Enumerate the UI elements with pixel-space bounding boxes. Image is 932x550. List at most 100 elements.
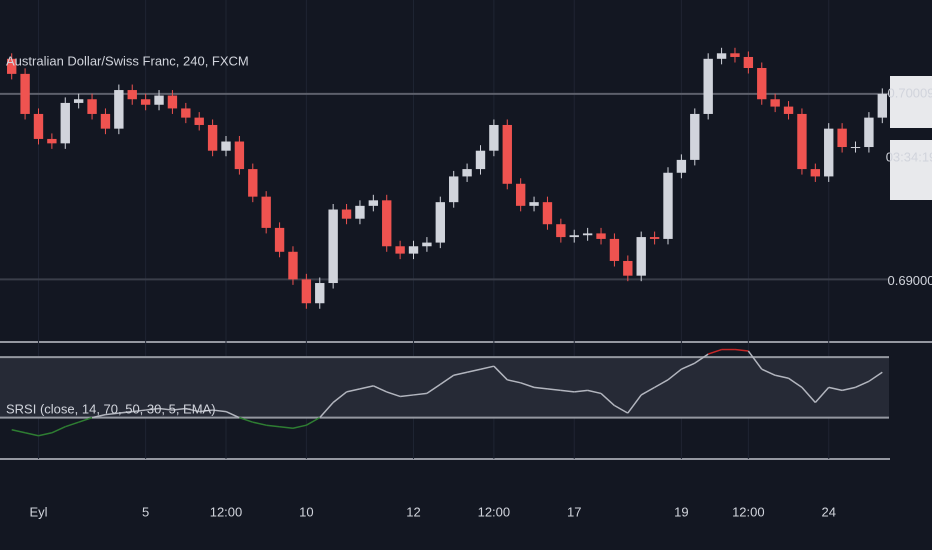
candle-body [582,233,593,236]
candle-body [382,200,392,247]
indicator-segment [239,416,254,423]
countdown: 03:34:19 [886,149,932,164]
candle-body [743,56,754,68]
candle-body [770,99,780,107]
indicator-segment [199,409,213,413]
indicator-segment [480,365,495,370]
candle-body [636,237,646,276]
x-tick-label: Eyl [29,504,47,519]
x-tick-label: 24 [821,504,835,519]
x-tick-label: 17 [567,504,581,519]
indicator-segment [305,416,321,426]
candle-body [663,172,673,239]
candle-body [234,141,245,170]
indicator-segment [185,407,200,413]
indicator-segment [520,382,535,389]
x-tick-label: 12:00 [478,504,511,519]
candle-body [154,95,164,105]
candle-body [783,106,794,114]
price-label-box [890,76,932,128]
candle-body [33,113,44,139]
indicator-segment [774,374,789,380]
candle-body [449,176,459,203]
indicator-segment [400,394,414,398]
x-tick-label: 12:00 [732,504,765,519]
candle-body [167,95,178,109]
indicator-segment [574,389,588,393]
candle-body [609,238,620,261]
candle-body [274,227,285,252]
indicator-segment [667,368,682,381]
candle-body [569,235,579,238]
candle-body [797,113,807,170]
indicator-segment [761,368,776,376]
candle-body [690,113,700,160]
candle-body [623,260,633,276]
indicator-segment [734,348,749,352]
candle-body [422,242,432,247]
indicator-segment [814,386,830,403]
indicator-segment [292,424,307,429]
candle-body [47,138,57,144]
indicator-segment [654,379,669,389]
countdown-box [890,140,932,200]
indicator-segment [868,371,883,382]
indicator-segment [788,377,803,388]
indicator-segment [600,392,615,407]
candle-body [100,113,111,129]
candle-body [207,124,218,151]
candle-body [60,102,70,144]
indicator-segment [707,348,722,355]
candle-body [301,279,312,304]
indicator-segment [694,353,709,364]
candle-body [824,128,834,177]
candle-body [181,108,191,118]
indicator-segment [828,386,843,392]
indicator-segment [507,379,521,384]
candle-body [462,169,472,177]
indicator-segment [587,389,602,395]
candle-body [877,93,887,118]
indicator-segment [560,389,575,393]
indicator-segment [78,416,93,423]
indicator-segment [225,410,240,419]
candle-body [529,202,539,206]
candle-body [837,128,847,148]
indicator-segment [145,407,160,411]
candle-body [288,251,298,280]
candle-body [194,117,204,125]
indicator-segment [212,409,227,413]
indicator-segment [453,371,468,376]
x-tick-label: 19 [674,504,688,519]
candle-body [221,141,231,151]
candle-body [261,196,271,228]
indicator-segment [413,392,427,396]
indicator-segment [346,388,361,393]
indicator-segment [172,407,186,411]
candle-body [328,209,338,284]
indicator-segment [332,391,348,404]
candle-body [114,90,124,129]
candle-body [368,200,379,206]
candle-body [542,202,553,225]
candle-body [87,99,97,114]
last-price-label: 0.70009 [888,85,932,100]
indicator-segment [65,421,79,428]
indicator-segment [105,412,119,416]
indicator-segment [279,425,294,429]
x-tick-label: 12 [406,504,420,519]
indicator-segment [24,432,39,437]
candle-body [703,58,713,114]
candle-body [716,53,727,59]
candle-body [850,147,861,149]
candle-body [355,205,365,219]
candle-body [395,246,405,254]
indicator-segment [426,383,441,395]
candle-body [20,73,30,114]
x-tick-label: 12:00 [210,504,243,519]
candle-body [7,58,17,74]
indicator-segment [439,374,455,385]
indicator-segment [547,388,561,392]
